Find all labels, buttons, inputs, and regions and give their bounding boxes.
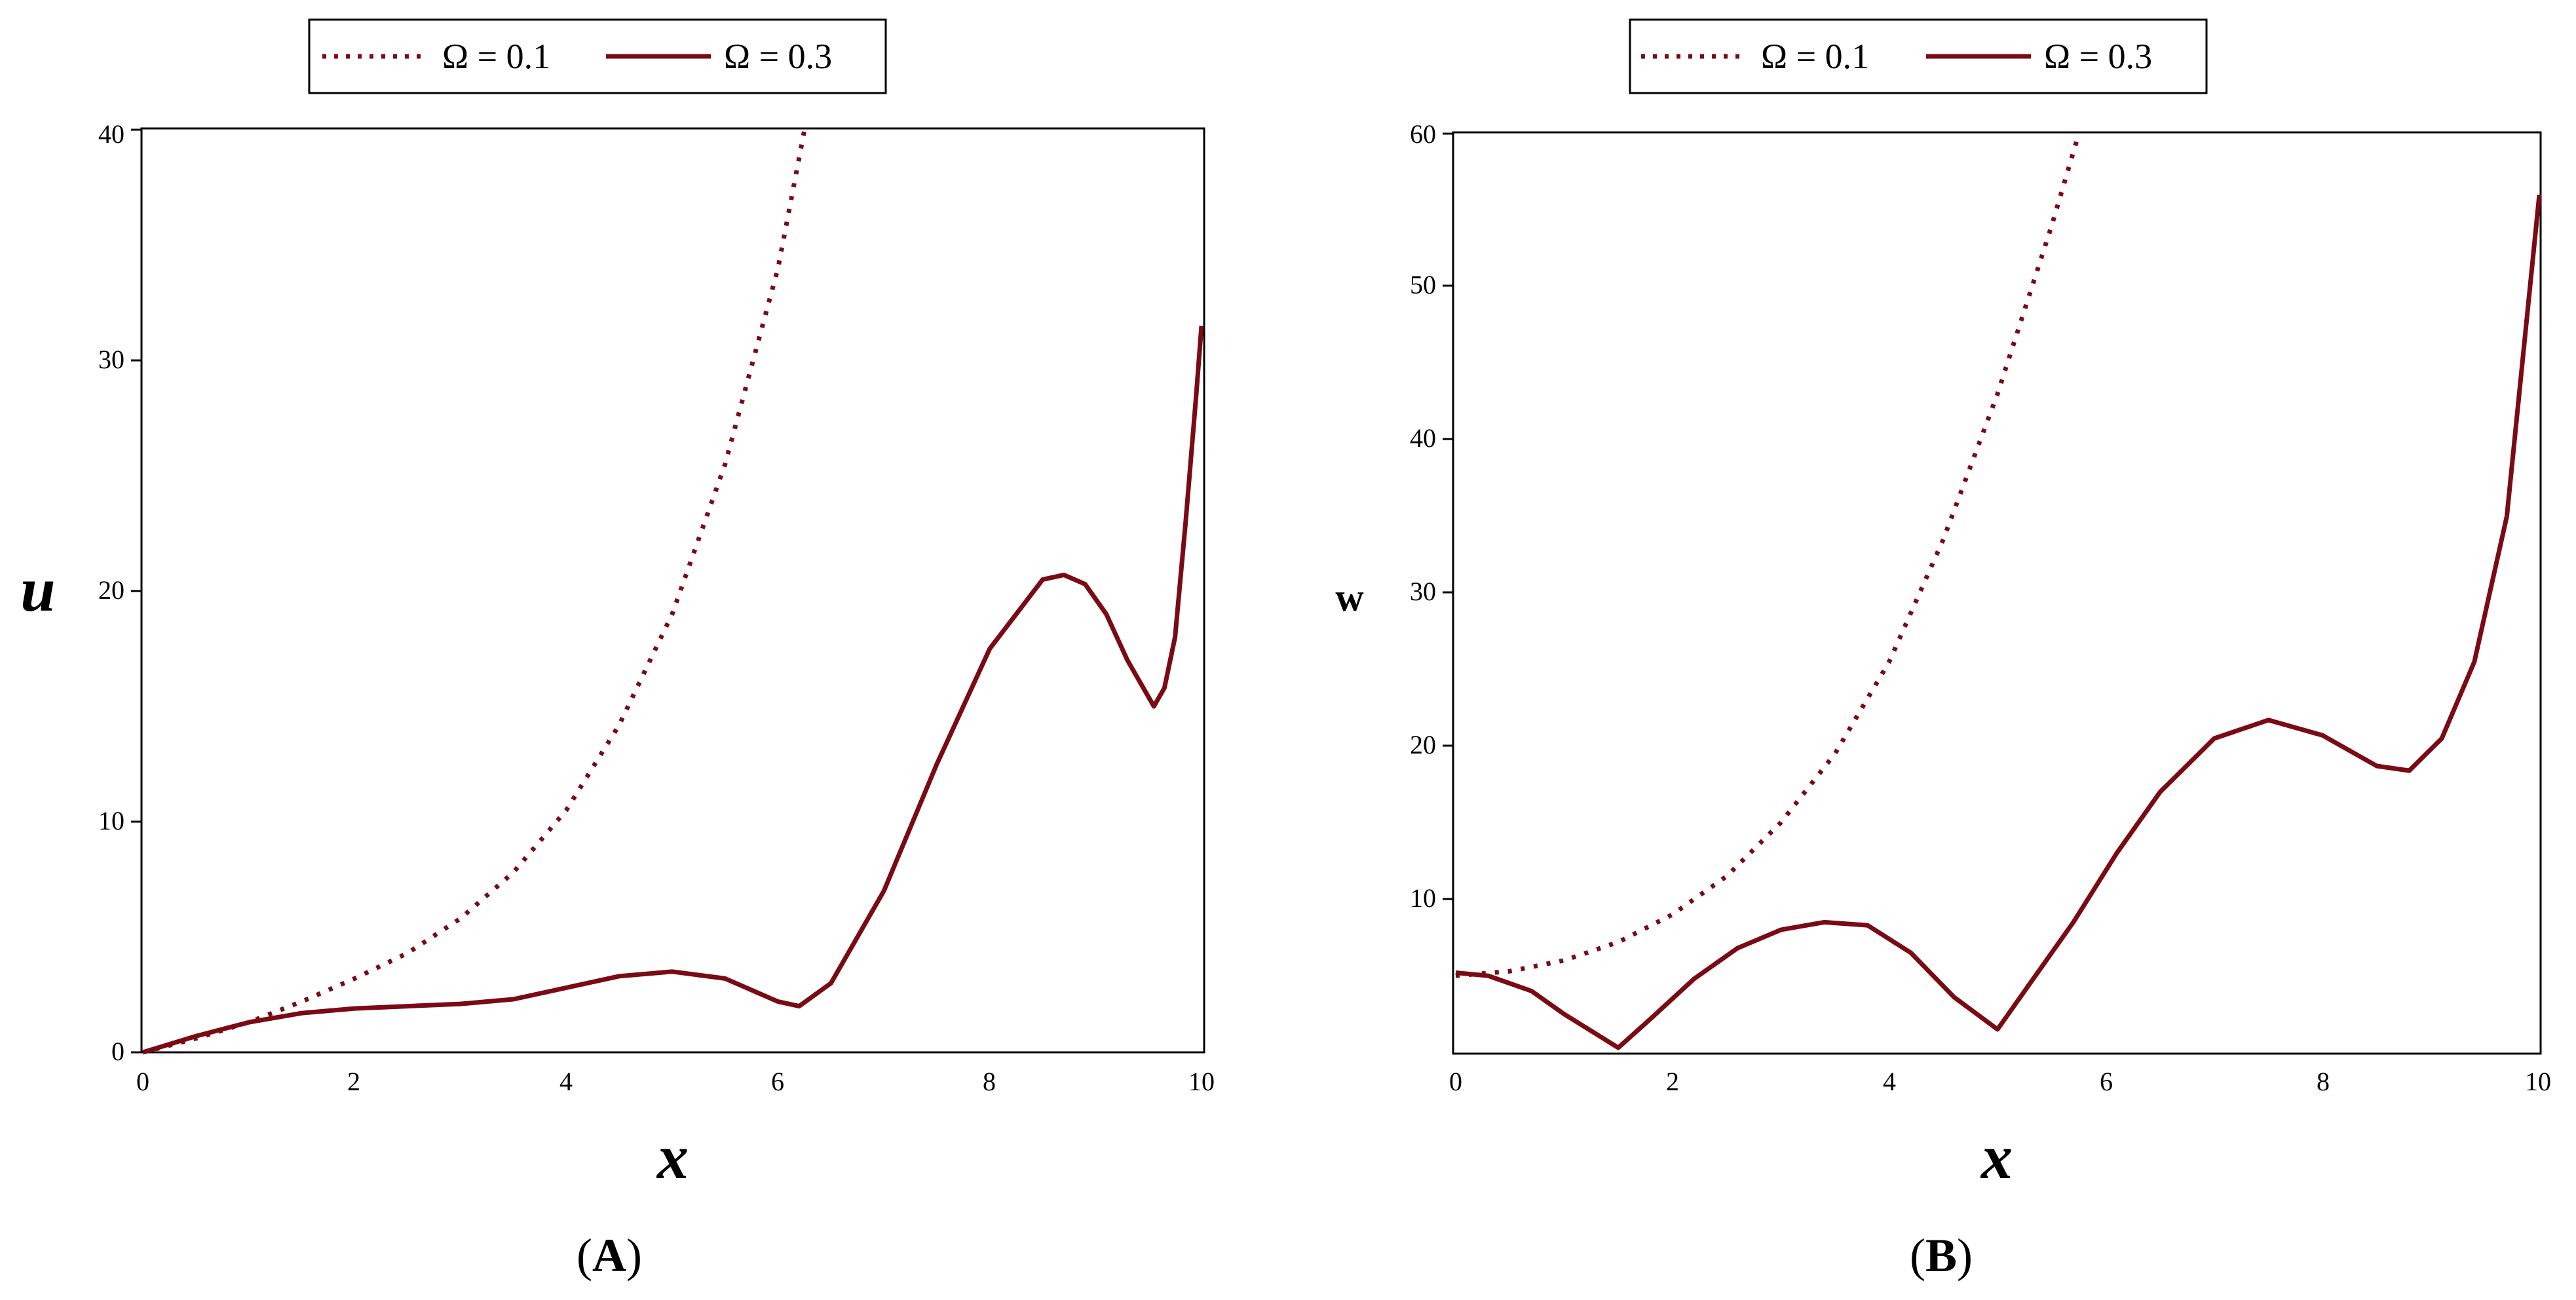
y-tick-label: 50 — [1410, 270, 1436, 299]
y-tick-label: 20 — [98, 575, 124, 605]
x-tick-label: 10 — [2525, 1067, 2551, 1096]
y-tick-label: 60 — [1410, 119, 1436, 149]
legend-b-label-1: Ω = 0.3 — [2044, 37, 2152, 76]
x-tick-label: 10 — [1188, 1067, 1215, 1096]
panel-b: Ω = 0.1 Ω = 0.3 10 20 30 40 50 60 0 2 4 … — [1335, 18, 2551, 1282]
x-axis-label-a: x — [656, 1122, 689, 1192]
y-tick-label: 40 — [98, 119, 124, 149]
x-tick-label: 8 — [2317, 1067, 2330, 1096]
x-tick-label: 4 — [559, 1067, 573, 1096]
x-tick-label: 0 — [1449, 1067, 1462, 1096]
x-tick-label: 6 — [2100, 1067, 2113, 1096]
x-tick-label: 2 — [1666, 1067, 1679, 1096]
panel-label-b: (B) — [1910, 1229, 1973, 1282]
y-tick-label: 40 — [1410, 423, 1436, 453]
legend-b-label-0: Ω = 0.1 — [1761, 37, 1869, 76]
y-axis-label-a: u — [20, 554, 55, 624]
x-tick-label: 6 — [771, 1067, 784, 1096]
y-axis-label-b: w — [1335, 576, 1364, 619]
y-tick-label: 30 — [1410, 577, 1436, 606]
y-axis-b: 10 20 30 40 50 60 — [1410, 119, 1453, 913]
series-a — [142, 129, 1204, 1055]
x-axis-b: 0 2 4 6 8 10 — [1449, 1067, 2551, 1096]
series-line-omega-0.3 — [1455, 195, 2542, 1050]
y-tick-label: 20 — [1410, 730, 1436, 759]
series-line-omega-0.3 — [142, 325, 1204, 1055]
x-tick-label: 2 — [347, 1067, 360, 1096]
series-line-omega-0.1 — [1455, 133, 2081, 978]
legend-a-label-0: Ω = 0.1 — [442, 37, 550, 76]
x-tick-label: 4 — [1883, 1067, 1896, 1096]
y-tick-label: 10 — [98, 806, 124, 835]
plot-frame-b — [1452, 131, 2542, 1055]
plot-frame-a — [140, 127, 1205, 1054]
x-axis-a: 0 2 4 6 8 10 — [136, 1067, 1215, 1096]
legend-a: Ω = 0.1 Ω = 0.3 — [308, 18, 887, 94]
legend-b: Ω = 0.1 Ω = 0.3 — [1629, 18, 2208, 94]
x-axis-label-b: x — [1980, 1122, 2013, 1192]
series-b — [1455, 133, 2542, 1050]
y-tick-label: 10 — [1410, 883, 1436, 913]
y-axis-a: 0 10 20 30 40 — [98, 119, 142, 1066]
y-tick-label: 0 — [111, 1037, 124, 1066]
legend-a-label-1: Ω = 0.3 — [724, 37, 832, 76]
x-tick-label: 0 — [136, 1067, 149, 1096]
panel-a: Ω = 0.1 Ω = 0.3 0 10 20 30 40 0 2 4 6 8 … — [20, 18, 1215, 1282]
y-tick-label: 30 — [98, 345, 124, 374]
x-tick-label: 8 — [983, 1067, 996, 1096]
panel-label-a: (A) — [577, 1229, 642, 1282]
